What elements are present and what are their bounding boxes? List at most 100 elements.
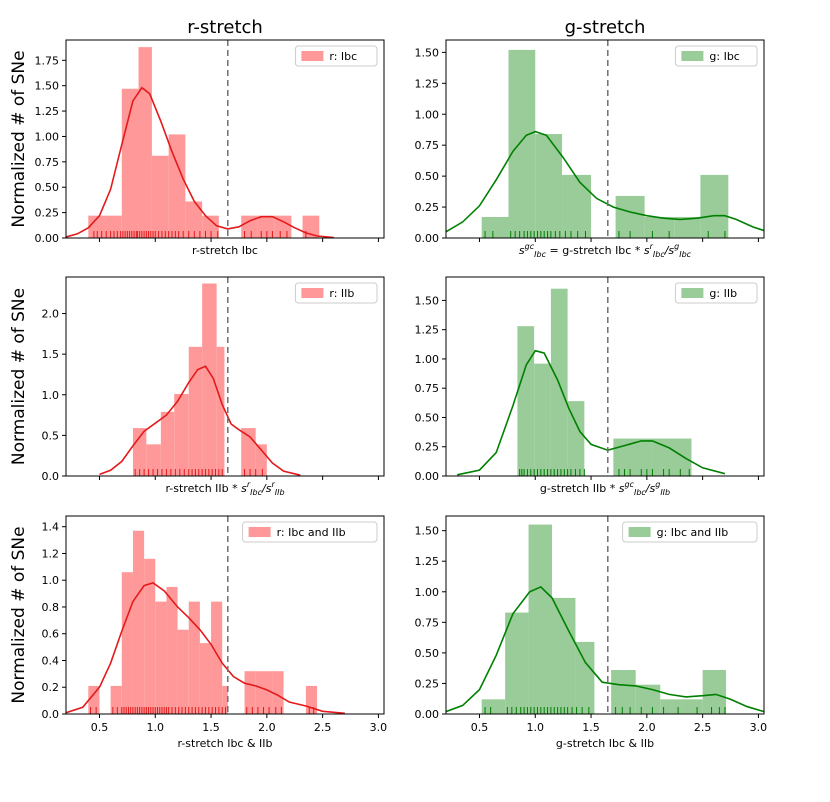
legend: r: Ibc and IIb <box>242 521 378 543</box>
histogram-bar <box>575 641 595 714</box>
legend-swatch <box>301 288 324 298</box>
y-tick-label: 1.00 <box>415 108 440 121</box>
x-label-part: s <box>519 244 525 257</box>
y-tick-label: 0.00 <box>415 470 440 483</box>
y-tick-label: 0.50 <box>415 411 440 424</box>
y-tick-label: 1.00 <box>415 586 440 599</box>
y-tick-label: 1.25 <box>35 105 60 118</box>
plot-area <box>446 516 764 714</box>
x-label-part: /s <box>664 244 675 257</box>
x-label-part: r <box>271 480 275 489</box>
y-tick-label: 0.4 <box>42 654 60 667</box>
x-tick-label: 0.5 <box>471 721 489 734</box>
histogram-bar <box>241 215 258 238</box>
x-label-part: g-stretch IIb * <box>540 482 619 495</box>
histogram-bar <box>272 671 284 714</box>
y-tick-label: 0.25 <box>415 201 440 214</box>
histogram-bar <box>202 283 217 476</box>
panel-1: 0.00 0.25 0.50 0.75 1.00 1.25 1.50 1.75 r-stretc… <box>9 39 385 257</box>
y-axis-label: Normalized # of SNe <box>9 288 29 465</box>
histogram-bar <box>174 393 189 476</box>
y-axis-label: Normalized # of SNe <box>9 526 29 703</box>
y-tick-label: 0.0 <box>42 470 60 483</box>
plot-area <box>66 516 345 714</box>
y-tick-label: 1.00 <box>415 353 440 366</box>
y-tick-label: 1.4 <box>42 521 60 534</box>
legend: g: Ibc and IIb <box>622 521 758 543</box>
histogram-bar <box>562 174 592 238</box>
axes-frame <box>445 39 765 239</box>
x-axis-label: r-stretch IIb * srIbc/srIIb <box>165 480 284 497</box>
axes-frame <box>445 276 765 477</box>
x-label-part: Ibc <box>679 250 691 259</box>
histogram-bar <box>674 216 701 238</box>
x-label-part: Ibc <box>250 488 262 497</box>
legend-label: g: Ibc and IIb <box>657 526 729 539</box>
histogram-bar <box>255 444 267 476</box>
histogram-bar <box>244 671 256 714</box>
plot-area <box>99 277 301 476</box>
legend: r: IIb <box>294 282 378 304</box>
y-tick-label: 1.50 <box>415 294 440 307</box>
x-label-part: /s <box>261 482 272 495</box>
x-tick-label: 0.5 <box>91 721 109 734</box>
histogram-bar <box>517 326 535 476</box>
axes-frame <box>65 515 385 715</box>
y-tick-label: 0.8 <box>42 601 60 614</box>
legend-box <box>242 521 378 543</box>
y-tick-label: 0.25 <box>415 441 440 454</box>
legend-box <box>622 521 758 543</box>
y-tick-label: 0.00 <box>415 708 440 721</box>
histogram-bar <box>188 601 200 714</box>
y-tick-label: 1.50 <box>415 525 440 538</box>
y-tick-label: 0.50 <box>415 647 440 660</box>
panel-6: 0.00 0.25 0.50 0.75 1.00 1.25 1.50 0.5 1.0 1.5 2.0… <box>415 515 767 750</box>
y-tick-label: 1.00 <box>35 130 60 143</box>
y-tick-label: 1.50 <box>415 46 440 59</box>
histogram-bar <box>481 216 509 238</box>
x-label-part: s <box>619 482 625 495</box>
x-tick-label: 1.5 <box>582 721 600 734</box>
histogram-bar <box>144 558 156 714</box>
x-label-part: Ibc <box>534 250 546 259</box>
histogram-bar <box>481 699 506 714</box>
histogram-bar <box>611 670 636 714</box>
y-tick-label: 1.75 <box>35 54 60 67</box>
y-tick-label: 0.50 <box>35 181 60 194</box>
legend-swatch <box>681 288 704 298</box>
kde-curve <box>457 349 726 476</box>
kde-curve <box>66 582 345 714</box>
y-tick-label: 2.0 <box>42 308 60 321</box>
x-axis-label: r-stretch Ibc <box>192 244 258 257</box>
x-axis-label: g-stretch IIb * sgcIbc/sgIIb <box>540 480 670 497</box>
histogram-bar <box>700 174 729 238</box>
legend-swatch <box>301 51 324 61</box>
legend-label: g: IIb <box>709 287 737 300</box>
histogram-bar <box>185 201 203 238</box>
legend-label: r: Ibc <box>329 50 357 63</box>
x-label-part: gc <box>624 480 634 489</box>
plot-area <box>66 40 334 238</box>
y-tick-label: 0.25 <box>415 677 440 690</box>
x-label-part: r-stretch IIb * <box>165 482 241 495</box>
panel-4: 0.00 0.25 0.50 0.75 1.00 1.25 1.50 g-stretch II… <box>415 276 765 497</box>
x-tick-label: 2.5 <box>314 721 332 734</box>
x-label-part: s <box>241 482 247 495</box>
legend-label: r: Ibc and IIb <box>277 526 346 539</box>
histogram-bar <box>528 524 552 714</box>
legend-label: g: Ibc <box>709 50 739 63</box>
axes-frame <box>65 39 385 239</box>
column-title-g: g-stretch <box>565 17 646 38</box>
plot-area <box>457 277 726 476</box>
y-tick-label: 0.6 <box>42 628 60 641</box>
plot-area <box>446 40 764 238</box>
x-tick-label: 1.0 <box>147 721 165 734</box>
y-tick-label: 0.75 <box>415 616 440 629</box>
kde-curve <box>446 130 764 233</box>
legend-label: r: IIb <box>329 287 354 300</box>
kde-curve <box>446 585 764 713</box>
y-axis-label: Normalized # of SNe <box>9 50 29 227</box>
x-tick-label: 2.0 <box>638 721 656 734</box>
y-tick-label: 0.5 <box>42 429 60 442</box>
